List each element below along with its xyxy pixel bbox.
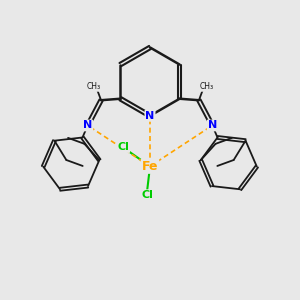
Text: Cl: Cl <box>117 142 129 152</box>
Text: Cl: Cl <box>141 190 153 200</box>
Text: CH₃: CH₃ <box>87 82 101 91</box>
Text: Fe: Fe <box>142 160 158 173</box>
Text: CH₃: CH₃ <box>199 82 213 91</box>
Text: N: N <box>83 121 92 130</box>
Text: N: N <box>146 111 154 121</box>
Text: N: N <box>208 121 217 130</box>
